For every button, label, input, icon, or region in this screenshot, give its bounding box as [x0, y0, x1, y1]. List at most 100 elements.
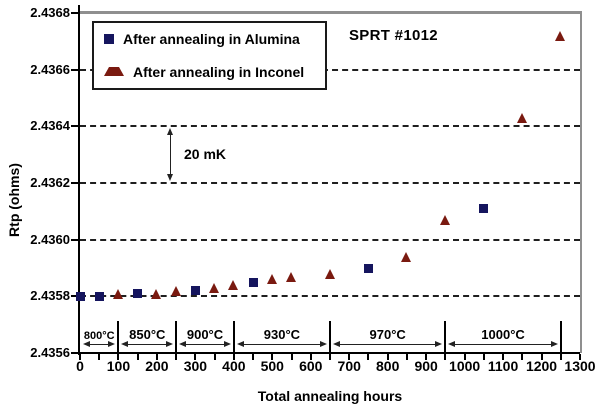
legend-label-inconel: After annealing in Inconel: [133, 63, 305, 80]
band-arrow-line: [88, 344, 111, 345]
x-tick-label: 600: [299, 358, 323, 374]
y-tick: [71, 182, 78, 184]
gridline: [80, 68, 580, 71]
y-tick-label: 2.4368: [30, 5, 70, 20]
arrow-left-head: [236, 341, 244, 347]
arrow-right-head: [550, 341, 558, 347]
x-tick: [405, 354, 408, 360]
gridline: [80, 182, 580, 184]
x-tick: [386, 354, 389, 360]
y-tick: [71, 238, 78, 241]
y-tick-label: 2.4356: [30, 345, 70, 360]
arrow-right-head: [223, 341, 231, 347]
arrow-right-head: [320, 341, 327, 347]
y-tick-label: 2.4362: [30, 175, 70, 190]
x-tick: [232, 354, 235, 360]
x-tick: [194, 354, 197, 360]
x-tick-label: 1300: [564, 358, 596, 374]
legend-label-alumina: After annealing in Alumina: [123, 31, 300, 48]
y-axis-title: Rtp (ohms): [6, 163, 22, 237]
x-tick-label: 700: [337, 358, 361, 374]
x-axis-line: [78, 352, 580, 354]
square-marker-icon: [104, 34, 114, 45]
x-tick: [367, 354, 370, 360]
x-tick: [540, 354, 543, 360]
data-point-triangle: [228, 280, 239, 290]
arrow-left-head: [448, 341, 456, 347]
data-point-triangle: [112, 288, 123, 299]
x-tick: [444, 354, 447, 360]
x-tick: [579, 354, 581, 360]
legend: After annealing in Alumina After anneali…: [92, 21, 327, 90]
plot-frame-right: [580, 11, 582, 353]
band-label: 930°C: [263, 327, 301, 342]
arrow-right-head: [435, 341, 443, 347]
band-divider: [444, 321, 447, 352]
data-point-square: [363, 263, 373, 273]
band-arrow-line: [184, 344, 226, 345]
gridline: [80, 238, 580, 241]
band-divider: [232, 321, 235, 352]
x-tick: [348, 354, 351, 360]
x-tick-label: 100: [106, 358, 131, 374]
band-arrow-line: [126, 344, 169, 345]
x-tick: [98, 354, 101, 360]
data-point-triangle: [555, 30, 566, 41]
legend-item-alumina: After annealing in Alumina: [104, 31, 325, 47]
y-axis-line: [78, 5, 80, 355]
data-point-triangle: [209, 282, 220, 293]
band-label: 1000°C: [481, 327, 525, 342]
x-tick-label: 200: [145, 358, 169, 374]
x-tick: [559, 354, 562, 360]
span-annotation-label: 20 mK: [184, 146, 227, 162]
y-tick: [71, 352, 78, 354]
arrow-up-head: [167, 128, 173, 136]
x-tick: [309, 354, 312, 360]
band-arrow-line: [241, 344, 322, 345]
arrow-left-head: [121, 341, 129, 347]
x-tick: [79, 354, 81, 360]
legend-item-inconel: After annealing in Inconel: [104, 64, 325, 80]
data-point-triangle: [170, 285, 181, 296]
y-tick-label: 2.4366: [30, 61, 70, 77]
triangle-marker-icon: [104, 67, 124, 77]
x-tick: [521, 354, 524, 360]
x-tick-label: 1000: [449, 358, 481, 374]
data-point-square: [190, 286, 200, 296]
data-point-triangle: [286, 271, 297, 282]
data-point-triangle: [324, 268, 335, 279]
x-tick-label: 900: [414, 358, 438, 374]
arrow-right-head: [166, 341, 174, 347]
data-point-square: [479, 204, 489, 213]
y-tick: [71, 68, 78, 71]
x-tick-label: 300: [183, 358, 208, 374]
x-tick: [425, 354, 428, 360]
band-arrow-line: [453, 344, 553, 345]
data-point-square: [75, 291, 85, 301]
x-tick: [155, 354, 158, 360]
y-tick: [71, 125, 78, 128]
data-point-square: [133, 289, 143, 298]
data-point-triangle: [151, 288, 162, 299]
x-tick: [329, 354, 331, 360]
x-tick: [117, 354, 120, 360]
x-tick: [136, 354, 139, 360]
gridline: [80, 125, 580, 128]
data-point-triangle: [401, 251, 412, 262]
arrow-down-head: [167, 174, 173, 181]
arrow-right-head: [108, 341, 116, 347]
arrow-left-head: [333, 341, 340, 347]
band-divider: [117, 321, 120, 352]
x-tick: [271, 354, 274, 360]
band-arrow-line: [338, 344, 438, 345]
y-tick: [71, 12, 78, 14]
band-divider: [175, 321, 178, 352]
x-axis-title: Total annealing hours: [257, 388, 403, 404]
span-arrow-line: [170, 133, 171, 176]
gridline: [80, 295, 580, 298]
band-divider: [329, 321, 331, 352]
y-tick-label: 2.4358: [30, 288, 70, 304]
sprt-annotation: SPRT #1012: [349, 27, 438, 44]
x-tick: [482, 354, 485, 360]
